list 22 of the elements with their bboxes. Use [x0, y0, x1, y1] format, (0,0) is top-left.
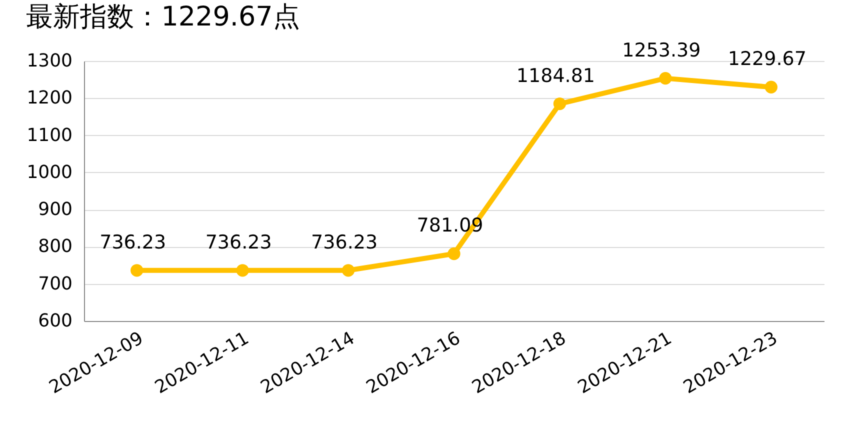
point: [764, 80, 778, 94]
y-tick-label: 600: [38, 310, 72, 332]
data-label: 1229.67: [728, 48, 806, 70]
point: [659, 72, 672, 85]
data-label: 1184.81: [516, 64, 596, 87]
point: [553, 97, 566, 110]
data-label: 736.23: [205, 231, 272, 254]
y-tick-label: 800: [38, 236, 72, 258]
point: [236, 264, 249, 277]
y-tick-label: 1000: [26, 162, 72, 183]
point: [130, 264, 144, 277]
point: [448, 247, 460, 260]
y-tick-label: 1100: [26, 124, 72, 146]
point: [342, 264, 355, 277]
data-label: 1253.39: [622, 39, 701, 62]
data-label: 736.23: [100, 231, 166, 254]
data-label: 736.23: [311, 231, 378, 254]
y-tick-label: 700: [38, 273, 72, 294]
y-tick-label: 1300: [26, 50, 72, 72]
y-tick-label: 1200: [26, 88, 72, 109]
chart-title: 最新指数：1229.67点: [26, 1, 300, 32]
y-tick-label: 900: [38, 199, 72, 220]
